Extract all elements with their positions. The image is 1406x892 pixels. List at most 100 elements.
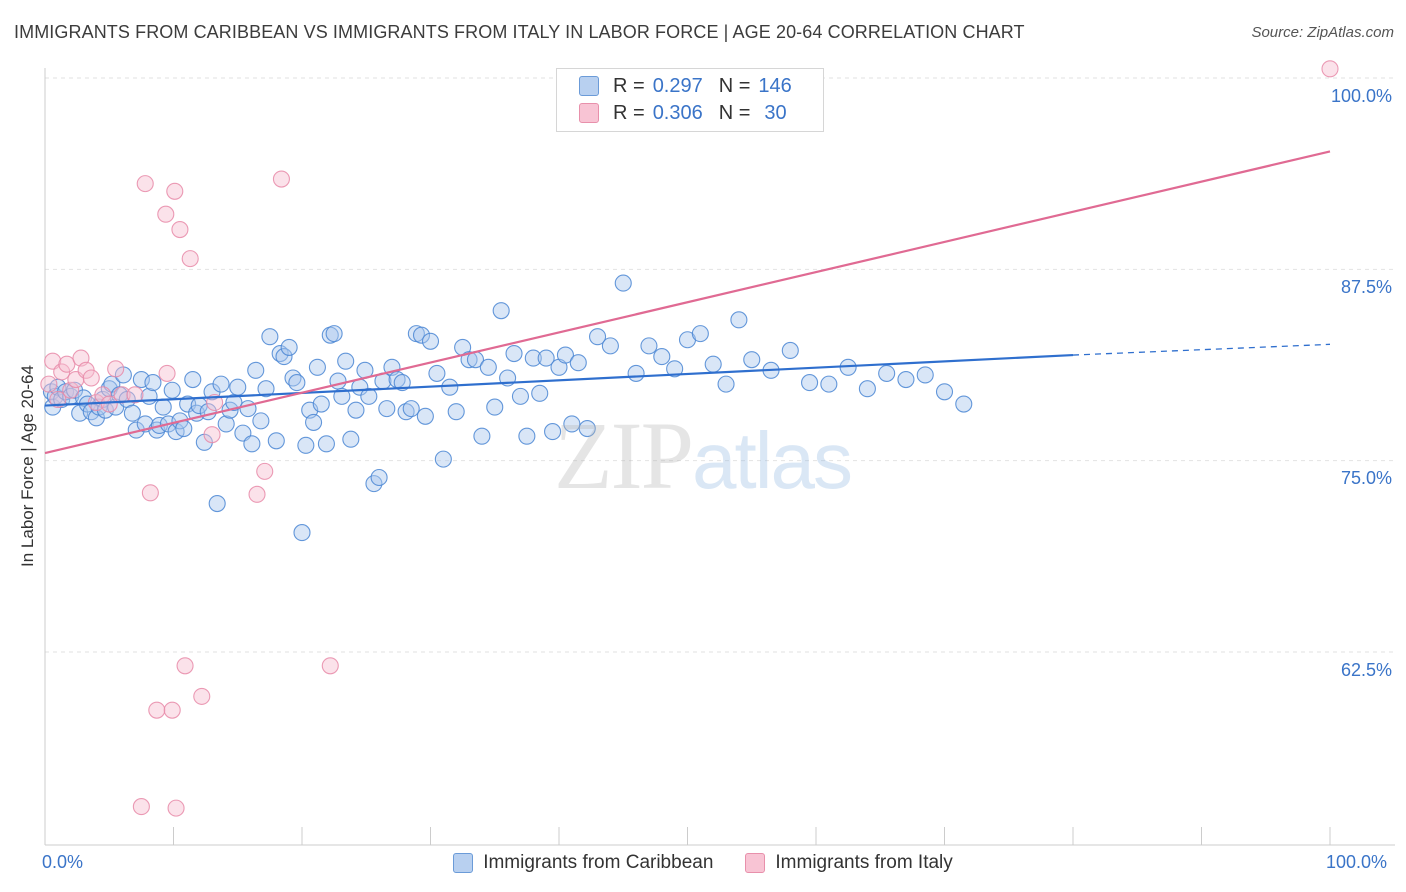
- italy-point: [163, 701, 181, 719]
- caribbean-point: [640, 337, 658, 355]
- caribbean-point: [217, 415, 235, 433]
- legend-item-italy[interactable]: Immigrants from Italy: [745, 852, 953, 874]
- y-tick-87-5: 87.5%: [1340, 277, 1392, 297]
- caribbean-point: [247, 361, 265, 379]
- caribbean-point: [416, 407, 434, 425]
- caribbean-point: [370, 468, 388, 487]
- caribbean-point: [397, 403, 415, 421]
- series-legend: Immigrants from Caribbean Immigrants fro…: [0, 852, 1406, 874]
- italy-point: [157, 205, 175, 223]
- italy-point: [82, 369, 100, 387]
- italy-point: [62, 381, 80, 399]
- caribbean-point: [858, 380, 876, 398]
- caribbean-point: [569, 354, 587, 372]
- caribbean-point: [601, 337, 619, 355]
- italy-point: [58, 355, 76, 373]
- caribbean-point: [544, 423, 562, 441]
- caribbean-point: [243, 435, 261, 453]
- caribbean-point: [614, 274, 632, 292]
- caribbean-point: [704, 355, 722, 373]
- r-label: R =: [613, 74, 645, 97]
- caribbean-point: [578, 419, 596, 438]
- italy-point: [1321, 60, 1339, 78]
- italy-point: [181, 250, 199, 268]
- caribbean-point: [184, 370, 202, 389]
- italy-point: [49, 390, 67, 408]
- italy-swatch-icon: [579, 103, 599, 123]
- italy-point: [158, 364, 176, 382]
- caribbean-point: [441, 378, 459, 396]
- italy-point: [136, 175, 154, 193]
- caribbean-point: [402, 400, 420, 418]
- caribbean-point: [518, 427, 536, 445]
- watermark-atlas: atlas: [692, 416, 853, 505]
- italy-point: [132, 798, 150, 816]
- caribbean-legend-swatch-icon: [453, 853, 474, 873]
- n-value: 146: [758, 74, 792, 97]
- caribbean-point: [627, 364, 645, 382]
- italy-point: [126, 386, 144, 404]
- stats-legend-row-caribbean: R = 0.297 N = 146: [579, 73, 792, 99]
- caribbean-point: [537, 349, 555, 367]
- x-tick-100: 100.0%: [1326, 852, 1388, 872]
- x-tick-0: 0.0%: [42, 852, 84, 872]
- caribbean-point: [428, 364, 446, 382]
- caribbean-point: [261, 328, 279, 346]
- italy-point: [272, 170, 290, 188]
- caribbean-point: [305, 413, 323, 431]
- caribbean-point: [531, 384, 549, 402]
- caribbean-point: [252, 412, 270, 430]
- caribbean-swatch-icon: [579, 76, 599, 96]
- caribbean-point: [916, 366, 934, 384]
- caribbean-point: [666, 360, 684, 378]
- caribbean-point: [154, 398, 172, 416]
- caribbean-point: [434, 450, 452, 468]
- r-value: 0.297: [652, 74, 703, 97]
- watermark-zip: ZIP: [554, 402, 694, 509]
- caribbean-point: [486, 398, 504, 416]
- caribbean-point: [460, 351, 478, 369]
- caribbean-point: [511, 387, 530, 405]
- y-axis-label: In Labor Force | Age 20-64: [18, 365, 37, 567]
- caribbean-point: [378, 400, 396, 418]
- legend-item-caribbean[interactable]: Immigrants from Caribbean: [453, 852, 713, 874]
- italy-legend-swatch-icon: [745, 853, 766, 873]
- italy-point: [176, 657, 194, 675]
- caribbean-point: [421, 332, 440, 350]
- caribbean-point: [781, 341, 799, 360]
- italy-point: [321, 657, 339, 675]
- italy-point: [203, 426, 221, 444]
- caribbean-point: [588, 328, 607, 346]
- chart-title: IMMIGRANTS FROM CARIBBEAN VS IMMIGRANTS …: [14, 22, 1025, 42]
- caribbean-point: [360, 387, 378, 405]
- caribbean-point: [275, 348, 293, 366]
- caribbean-point: [317, 435, 335, 453]
- italy-point: [141, 484, 159, 502]
- caribbean-point: [229, 378, 247, 396]
- legend-label-italy: Immigrants from Italy: [775, 852, 953, 873]
- italy-point: [166, 182, 184, 200]
- caribbean-trend-line: [44, 353, 1074, 407]
- italy-point: [256, 462, 274, 480]
- watermark: ZIPatlas: [554, 400, 853, 511]
- caribbean-point: [208, 494, 226, 513]
- caribbean-point: [288, 374, 306, 392]
- italy-point: [193, 687, 211, 705]
- caribbean-point: [297, 436, 315, 454]
- caribbean-point: [691, 325, 709, 343]
- caribbean-point: [473, 427, 491, 445]
- caribbean-point: [492, 302, 510, 320]
- caribbean-trend-extension: [1072, 343, 1331, 356]
- caribbean-point: [653, 348, 671, 366]
- italy-point: [100, 395, 118, 413]
- italy-point: [167, 799, 185, 817]
- caribbean-point: [53, 390, 71, 408]
- caribbean-point: [257, 380, 275, 398]
- stats-legend: R = 0.297 N = 146 R = 0.306 N = 30: [556, 68, 824, 132]
- caribbean-point: [333, 387, 351, 405]
- italy-point: [40, 375, 58, 393]
- stats-legend-row-italy: R = 0.306 N = 30: [579, 100, 787, 126]
- caribbean-point: [267, 432, 285, 450]
- caribbean-point: [144, 374, 162, 392]
- caribbean-point: [212, 375, 230, 393]
